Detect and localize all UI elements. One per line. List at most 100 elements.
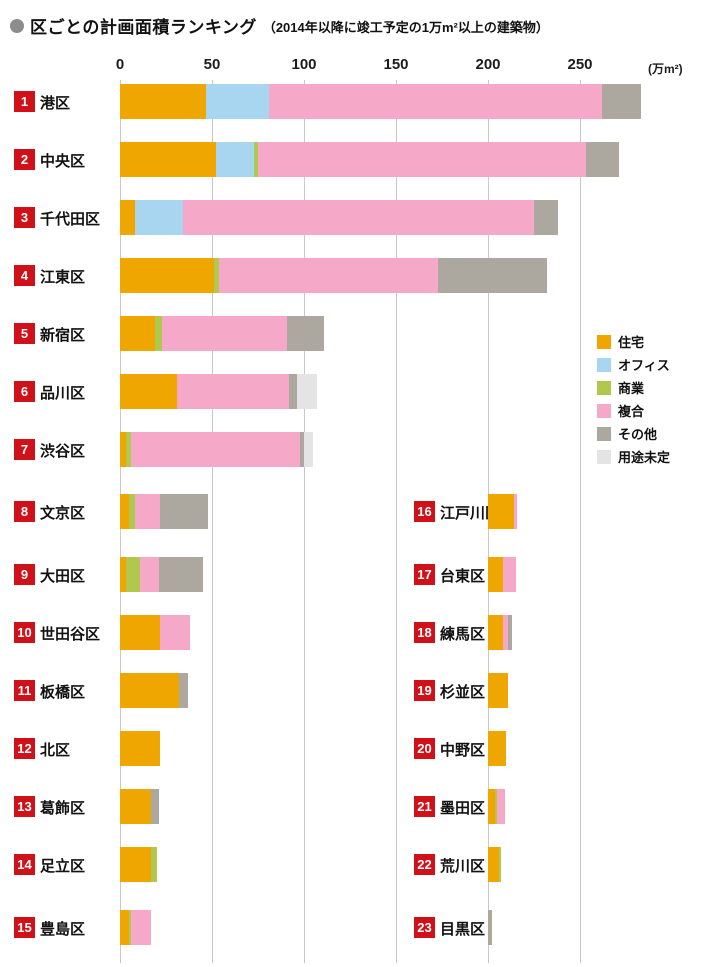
ward-label: 目黒区	[440, 921, 486, 938]
bar-segment	[131, 432, 301, 467]
bar-row	[120, 316, 325, 351]
legend-swatch-icon	[597, 403, 611, 418]
bar-segment	[140, 557, 159, 592]
chart-subtitle: （2014年以降に竣工予定の1万m²以上の建築物）	[262, 20, 549, 35]
bar-segment	[488, 615, 503, 650]
bar-segment	[488, 847, 500, 882]
rank-badge: 13	[14, 796, 35, 817]
bar-segment	[215, 142, 255, 177]
bar-segment	[125, 557, 141, 592]
axis-tick-label: 150	[383, 56, 409, 73]
rank-badge: 14	[14, 854, 35, 875]
ward-label: 江戸川区	[440, 505, 501, 522]
legend-swatch-icon	[597, 357, 611, 372]
bar-segment	[513, 494, 518, 529]
ward-label: 中央区	[40, 153, 86, 170]
rank-badge: 12	[14, 738, 35, 759]
bar-segment	[151, 789, 159, 824]
legend-item: 複合	[597, 399, 670, 422]
bar-segment	[488, 494, 514, 529]
bar-segment	[488, 910, 492, 945]
ward-label: 江東区	[40, 269, 86, 286]
ward-label: 豊島区	[40, 921, 86, 938]
ward-label: 荒川区	[440, 858, 486, 875]
rank-badge: 7	[14, 439, 35, 460]
bar-segment	[151, 847, 157, 882]
legend-swatch-icon	[597, 449, 611, 464]
rank-badge: 15	[14, 917, 35, 938]
bar-segment	[129, 494, 135, 529]
bar-segment	[488, 731, 507, 766]
ward-label: 世田谷区	[40, 626, 101, 643]
ward-label: 練馬区	[440, 626, 486, 643]
bar-segment	[206, 84, 270, 119]
bar-segment	[120, 673, 179, 708]
axis-tick-label: 250	[567, 56, 593, 73]
bar-segment	[131, 910, 152, 945]
bar-segment	[287, 316, 325, 351]
bar-segment	[120, 731, 161, 766]
bar-row	[120, 374, 317, 409]
bar-segment	[488, 789, 496, 824]
bar-segment	[160, 615, 190, 650]
bar-segment	[488, 557, 503, 592]
rank-badge: 4	[14, 265, 35, 286]
rank-badge: 5	[14, 323, 35, 344]
ward-label: 港区	[40, 95, 71, 112]
ward-label: 品川区	[40, 385, 86, 402]
legend-label: オフィス	[618, 358, 670, 373]
bar-segment	[497, 789, 505, 824]
gridline	[212, 80, 213, 963]
bar-segment	[602, 84, 641, 119]
bar-segment	[120, 910, 130, 945]
bar-row	[120, 789, 159, 824]
bar-row	[120, 432, 314, 467]
bar-row	[488, 673, 509, 708]
bar-segment	[488, 673, 509, 708]
bar-segment	[120, 316, 155, 351]
bar-segment	[213, 258, 220, 293]
bar-segment	[304, 432, 314, 467]
bar-row	[120, 673, 189, 708]
ward-label: 大田区	[40, 568, 86, 585]
bar-segment	[254, 142, 258, 177]
bar-segment	[289, 374, 297, 409]
bar-segment	[585, 142, 619, 177]
rank-badge: 23	[414, 917, 435, 938]
rank-badge: 6	[14, 381, 35, 402]
bar-segment	[182, 200, 534, 235]
bar-row	[488, 557, 516, 592]
bar-segment	[495, 789, 498, 824]
legend-label: 商業	[618, 381, 645, 396]
bar-segment	[219, 258, 439, 293]
rank-badge: 10	[14, 622, 35, 643]
bar-segment	[120, 84, 207, 119]
bullet-icon	[10, 18, 24, 33]
legend-label: その他	[618, 427, 658, 442]
axis-tick-label: 100	[291, 56, 317, 73]
legend-item: 住宅	[597, 330, 670, 353]
rank-badge: 19	[414, 680, 435, 701]
bar-segment	[502, 557, 516, 592]
bar-row	[488, 494, 518, 529]
bar-segment	[502, 615, 509, 650]
bar-row	[488, 910, 492, 945]
bar-segment	[269, 84, 603, 119]
bar-row	[120, 142, 619, 177]
rank-badge: 1	[14, 91, 35, 112]
bar-row	[120, 200, 558, 235]
rank-badge: 17	[414, 564, 435, 585]
rank-badge: 16	[414, 501, 435, 522]
bar-segment	[120, 557, 126, 592]
ward-label: 北区	[40, 742, 71, 759]
bar-row	[120, 615, 190, 650]
ward-label: 千代田区	[40, 211, 101, 228]
bar-segment	[129, 910, 132, 945]
rank-badge: 8	[14, 501, 35, 522]
rank-badge: 18	[414, 622, 435, 643]
bar-segment	[125, 432, 132, 467]
chart-title: 区ごとの計画面積ランキング	[30, 18, 257, 37]
legend-item: 商業	[597, 376, 670, 399]
